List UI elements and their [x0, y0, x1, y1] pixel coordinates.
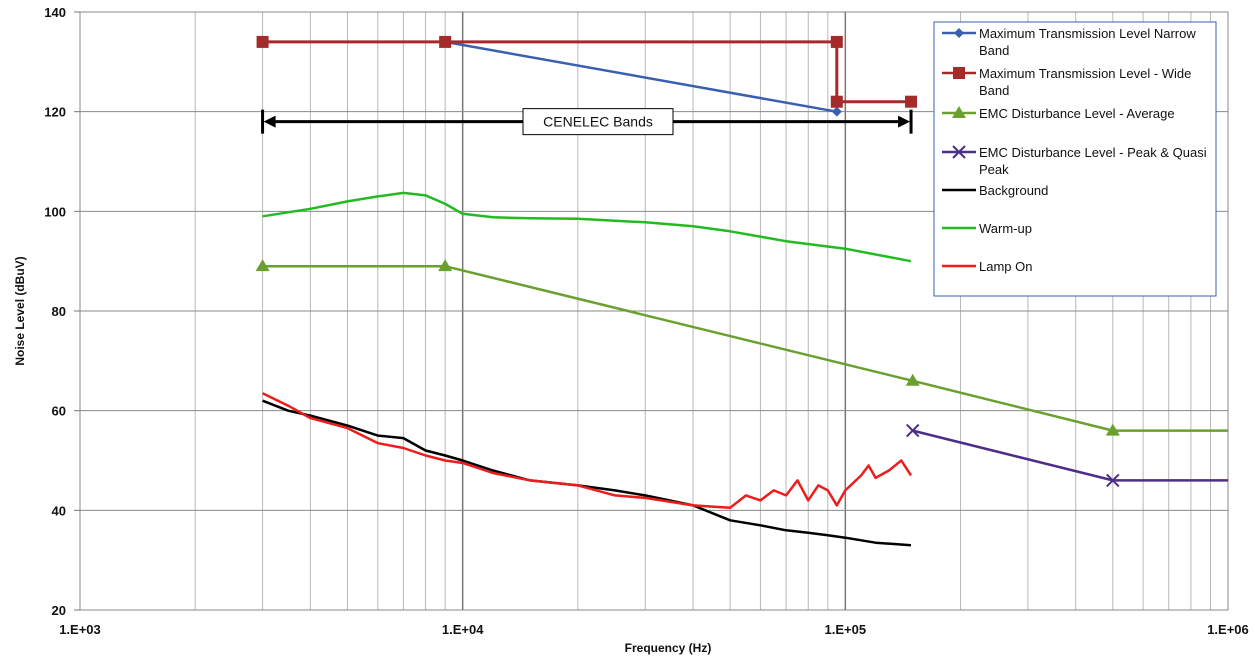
legend-label-line: Warm-up	[979, 221, 1032, 236]
legend-swatch-marker	[952, 106, 966, 118]
x-tick-label: 1.E+03	[59, 622, 101, 637]
y-tick-label: 100	[44, 204, 66, 219]
y-tick-label: 40	[52, 503, 66, 518]
legend-label: EMC Disturbance Level - Peak & Quasi Peak	[979, 145, 1207, 177]
legend-label: Warm-up	[979, 221, 1032, 236]
x-tick-label: 1.E+05	[825, 622, 867, 637]
series-3	[906, 423, 1228, 488]
legend-label: Background	[979, 183, 1048, 198]
cenelec-bands-left-arrowhead	[263, 115, 276, 128]
x-axis-title: Frequency (Hz)	[625, 641, 712, 655]
data-point-marker	[1105, 423, 1120, 436]
data-point-marker	[906, 423, 920, 438]
y-tick-label: 20	[52, 603, 66, 618]
cenelec-bands-label-box	[522, 108, 674, 136]
legend-label-line: Maximum Transmission Level Narrow	[979, 26, 1196, 41]
y-tick-label: 60	[52, 404, 66, 419]
y-tick-label: 140	[44, 5, 66, 20]
legend-box	[933, 21, 1217, 297]
legend-label-line: Background	[979, 183, 1048, 198]
legend-label: Maximum Transmission Level - Wide Band	[979, 66, 1191, 98]
series-0	[440, 36, 842, 117]
data-point-marker	[1106, 473, 1120, 488]
series-line	[262, 40, 911, 104]
data-point-marker	[905, 373, 920, 386]
legend-item: Maximum Transmission Level - Wide Band	[942, 66, 1191, 98]
data-point-marker	[830, 95, 843, 108]
series-line	[262, 191, 912, 263]
data-point-marker	[256, 35, 269, 48]
data-point-marker	[255, 259, 270, 272]
x-marker-stroke	[952, 145, 966, 159]
cenelec-bands-label: CENELEC Bands	[543, 113, 653, 129]
data-point-marker	[438, 259, 453, 272]
x-tick-label: 1.E+04	[442, 622, 484, 637]
legend-label-line: Peak	[979, 162, 1009, 177]
legend-label: Lamp On	[979, 259, 1032, 274]
legend-item: Warm-up	[942, 221, 1032, 236]
legend-item: Lamp On	[942, 259, 1032, 274]
series-line	[912, 429, 1228, 482]
cenelec-bands-right-arrowhead	[898, 115, 911, 128]
x-tick-label: 1.E+06	[1207, 622, 1249, 637]
legend-label-line: Maximum Transmission Level - Wide	[979, 66, 1191, 81]
y-axis-ticks: 20 40 60 80 100 120 140	[44, 5, 80, 618]
legend-label: EMC Disturbance Level - Average	[979, 106, 1175, 121]
y-axis-title: Noise Level (dBuV)	[13, 256, 27, 365]
y-tick-label: 80	[52, 304, 66, 319]
legend-item: EMC Disturbance Level - Peak & Quasi Peak	[942, 145, 1207, 177]
legend-swatch-marker	[954, 28, 964, 38]
data-point-marker	[830, 35, 843, 48]
series-line	[444, 40, 838, 113]
legend-label-line: Band	[979, 83, 1009, 98]
series-line	[262, 399, 912, 547]
series-4	[262, 399, 912, 547]
data-point-marker	[439, 35, 452, 48]
legend-swatch-marker	[952, 145, 966, 159]
legend: Maximum Transmission Level Narrow BandMax…	[933, 21, 1217, 297]
legend-label-line: Band	[979, 43, 1009, 58]
series-1	[256, 35, 918, 108]
legend-item: Maximum Transmission Level Narrow Band	[942, 26, 1196, 58]
legend-item: Background	[942, 183, 1048, 198]
legend-item: EMC Disturbance Level - Average	[942, 106, 1175, 121]
legend-label-line: EMC Disturbance Level - Average	[979, 106, 1175, 121]
series-6	[262, 392, 913, 510]
x-axis-ticks: 1.E+03 1.E+04 1.E+05 1.E+06	[59, 622, 1249, 637]
legend-label: Maximum Transmission Level Narrow Band	[979, 26, 1196, 58]
y-tick-label: 120	[44, 105, 66, 120]
data-point-marker	[831, 106, 842, 117]
x-marker-stroke	[1106, 473, 1120, 488]
legend-label-line: Lamp On	[979, 259, 1032, 274]
series-line	[262, 392, 913, 510]
series-lines	[255, 35, 1228, 547]
x-marker-stroke	[906, 423, 920, 438]
series-5	[262, 191, 912, 263]
legend-label-line: EMC Disturbance Level - Peak & Quasi	[979, 145, 1207, 160]
legend-swatch-marker	[953, 67, 965, 79]
data-point-marker	[905, 95, 918, 108]
series-2	[255, 259, 1228, 436]
cenelec-bands-annotation: CENELEC Bands	[261, 108, 913, 136]
